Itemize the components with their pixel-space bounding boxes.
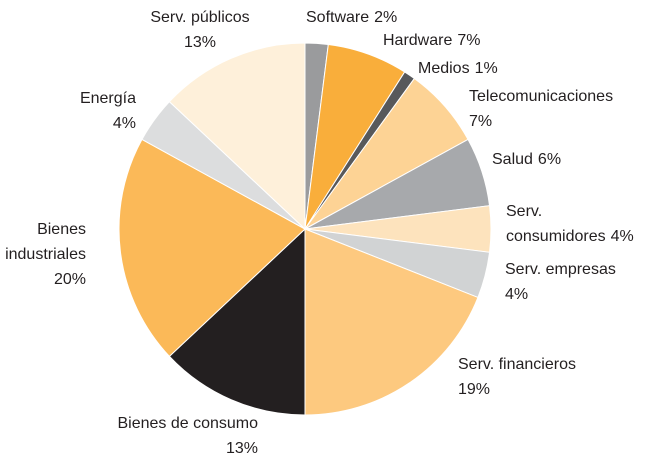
category-name: Serv. financieros <box>458 356 576 373</box>
category-name: Serv. públicos <box>150 9 250 26</box>
slice-label: Hardware 7% <box>383 28 480 53</box>
slice-label: Serv. públicos 13% <box>150 5 249 55</box>
slice-label: Serv. consumidores 4% <box>506 199 634 249</box>
category-name: Serv. empresas <box>505 261 616 278</box>
slice-label: Bienes de consumo 13% <box>117 411 258 461</box>
category-name: Software <box>306 9 370 26</box>
value-label: 2% <box>374 9 398 26</box>
value-label: 13% <box>183 34 217 51</box>
slice-label: Salud 6% <box>492 147 561 172</box>
category-name: Energía <box>79 90 136 107</box>
value-label: 13% <box>225 440 258 457</box>
category-name: Salud <box>492 151 533 168</box>
pie-slice <box>168 227 306 416</box>
category-name: Serv. consumidores <box>506 203 606 245</box>
value-label: 4% <box>610 228 634 245</box>
value-label: 4% <box>112 115 136 132</box>
value-label: 4% <box>505 286 529 303</box>
value-label: 1% <box>474 60 498 77</box>
pie-slice <box>304 228 479 416</box>
pie-slice <box>168 42 306 231</box>
category-name: Bienes de consumo <box>117 415 258 432</box>
slice-label: Software 2% <box>306 5 397 30</box>
slice-label: Energía 4% <box>80 86 136 136</box>
category-name: Telecomunicaciones <box>469 88 614 105</box>
slice-label: Medios 1% <box>418 56 498 81</box>
slice-label: Serv. empresas 4% <box>505 257 616 307</box>
category-name: Medios <box>418 60 470 77</box>
slice-label: Serv. financieros 19% <box>458 352 576 402</box>
category-name: Hardware <box>383 32 453 49</box>
value-label: 20% <box>53 271 86 288</box>
slice-label: Telecomunicaciones 7% <box>469 84 613 134</box>
category-name: Bienes industriales <box>5 221 86 263</box>
pie-slice <box>118 138 306 358</box>
value-label: 6% <box>537 151 562 168</box>
value-label: 19% <box>458 381 491 398</box>
slice-label: Bienes industriales 20% <box>5 217 86 292</box>
value-label: 7% <box>457 32 481 49</box>
value-label: 7% <box>469 113 493 130</box>
